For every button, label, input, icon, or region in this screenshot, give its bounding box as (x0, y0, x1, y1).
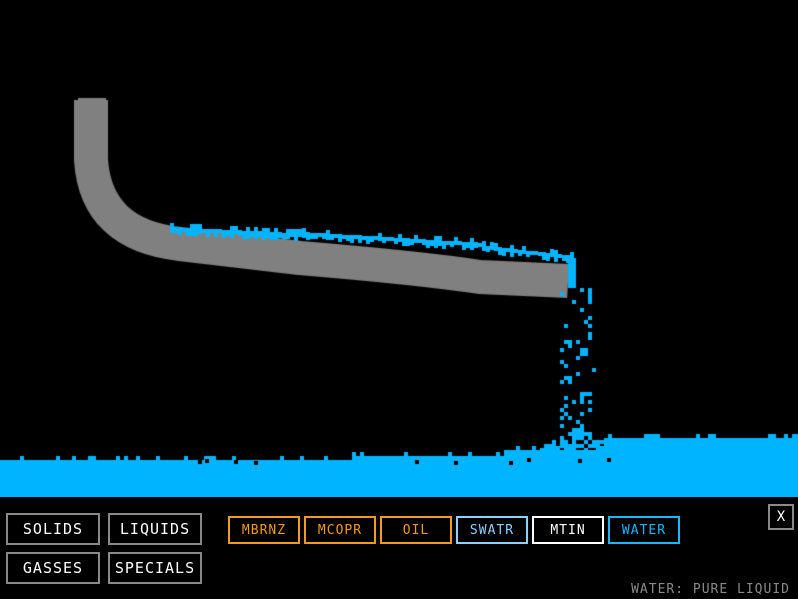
category-gasses-button[interactable]: GASSES (6, 552, 100, 584)
category-solids-button[interactable]: SOLIDS (6, 513, 100, 545)
close-button[interactable]: X (768, 504, 794, 530)
element-swatr-button[interactable]: SWATR (456, 516, 528, 544)
element-mcopr-button[interactable]: MCOPR (304, 516, 376, 544)
element-mtin-button[interactable]: MTIN (532, 516, 604, 544)
element-oil-button[interactable]: OIL (380, 516, 452, 544)
simulation-canvas[interactable] (0, 0, 798, 497)
category-specials-button[interactable]: SPECIALS (108, 552, 202, 584)
category-liquids-button[interactable]: LIQUIDS (108, 513, 202, 545)
status-text: WATER: PURE LIQUID (631, 582, 790, 597)
toolbar-panel: SOLIDS LIQUIDS GASSES SPECIALS MBRNZ MCO… (0, 497, 798, 599)
element-mbrnz-button[interactable]: MBRNZ (228, 516, 300, 544)
element-water-button[interactable]: WATER (608, 516, 680, 544)
